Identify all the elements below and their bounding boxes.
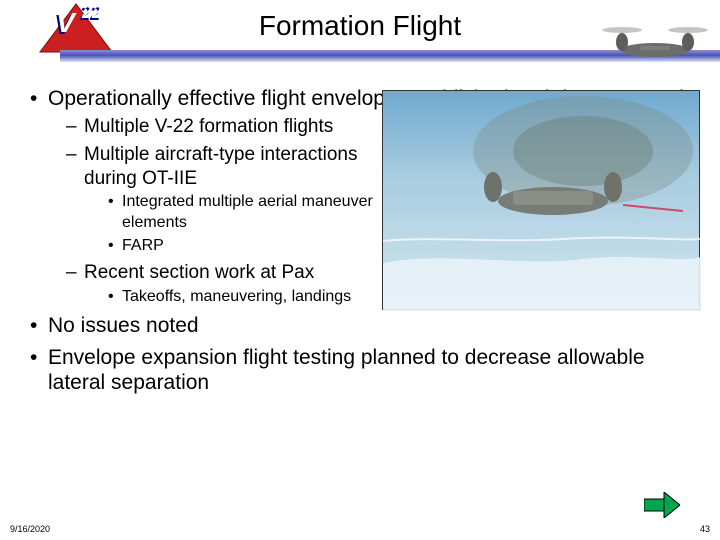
bullet-1b-i-text: Integrated multiple aerial maneuver elem… (122, 192, 382, 234)
bullet-3-text: Envelope expansion flight testing planne… (48, 346, 645, 394)
bullet-1a-text: Multiple V-22 formation flights (84, 115, 333, 139)
footer-page: 43 (700, 524, 710, 534)
next-arrow-button[interactable] (644, 492, 680, 518)
slide-header: V V 22 22 Formation Flight (0, 0, 720, 66)
bullet-1b-ii-text: FARP (122, 237, 164, 254)
content-photo (382, 90, 700, 310)
slide: V V 22 22 Formation Flight Operationally… (0, 0, 720, 540)
bullet-2-text: No issues noted (48, 314, 199, 337)
bullet-2: No issues noted (30, 313, 690, 338)
header-aircraft-icon (600, 20, 710, 70)
bullet-3: Envelope expansion flight testing planne… (30, 345, 690, 395)
footer-date: 9/16/2020 (10, 524, 50, 534)
bullet-1b-text: Multiple aircraft-type interactions duri… (84, 143, 414, 191)
photo-placeholder-icon (383, 91, 701, 311)
bullet-1c-text: Recent section work at Pax (84, 261, 314, 285)
bullet-1c-i-text: Takeoffs, maneuvering, landings (122, 287, 351, 308)
